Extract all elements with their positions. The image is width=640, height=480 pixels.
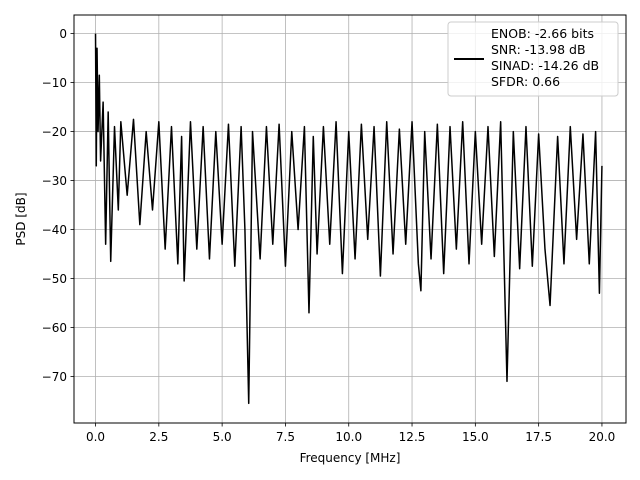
y-tick-label: −60 bbox=[42, 321, 67, 335]
plot-frame bbox=[73, 14, 627, 424]
y-tick-label: −20 bbox=[42, 125, 67, 139]
x-tick-label: 10.0 bbox=[335, 430, 362, 444]
x-tick-label: 2.5 bbox=[149, 430, 168, 444]
axis-ticks: 0.0 2.5 5.0 7.5 10.0 12.5 15.0 17.5 20.0 0 −10 −20 −… bbox=[42, 27, 616, 444]
x-tick-label: 7.5 bbox=[276, 430, 295, 444]
data-layer bbox=[94, 33, 603, 405]
y-axis-label: PSD [dB] bbox=[14, 192, 28, 245]
x-tick-label: 15.0 bbox=[462, 430, 489, 444]
legend-snr: SNR: -13.98 dB bbox=[491, 42, 586, 57]
x-axis-label: Frequency [MHz] bbox=[300, 451, 401, 465]
y-tick-label: −70 bbox=[42, 370, 67, 384]
y-tick-label: 0 bbox=[59, 27, 67, 41]
legend-sfdr: SFDR: 0.66 bbox=[491, 74, 560, 89]
x-tick-label: 12.5 bbox=[399, 430, 426, 444]
x-tick-label: 0.0 bbox=[86, 430, 105, 444]
legend-box bbox=[447, 21, 619, 97]
x-tick-label: 5.0 bbox=[213, 430, 232, 444]
y-tick-label: −10 bbox=[42, 76, 67, 90]
y-tick-label: −50 bbox=[42, 272, 67, 286]
psd-series-line bbox=[94, 33, 603, 405]
legend-sinad: SINAD: -14.26 dB bbox=[491, 58, 599, 73]
y-tick-label: −40 bbox=[42, 223, 67, 237]
legend: ENOB: -2.66 bits SNR: -13.98 dB SINAD: -… bbox=[447, 21, 619, 97]
legend-enob: ENOB: -2.66 bits bbox=[491, 26, 594, 41]
x-tick-label: 17.5 bbox=[525, 430, 552, 444]
y-tick-label: −30 bbox=[42, 174, 67, 188]
x-tick-label: 20.0 bbox=[589, 430, 616, 444]
